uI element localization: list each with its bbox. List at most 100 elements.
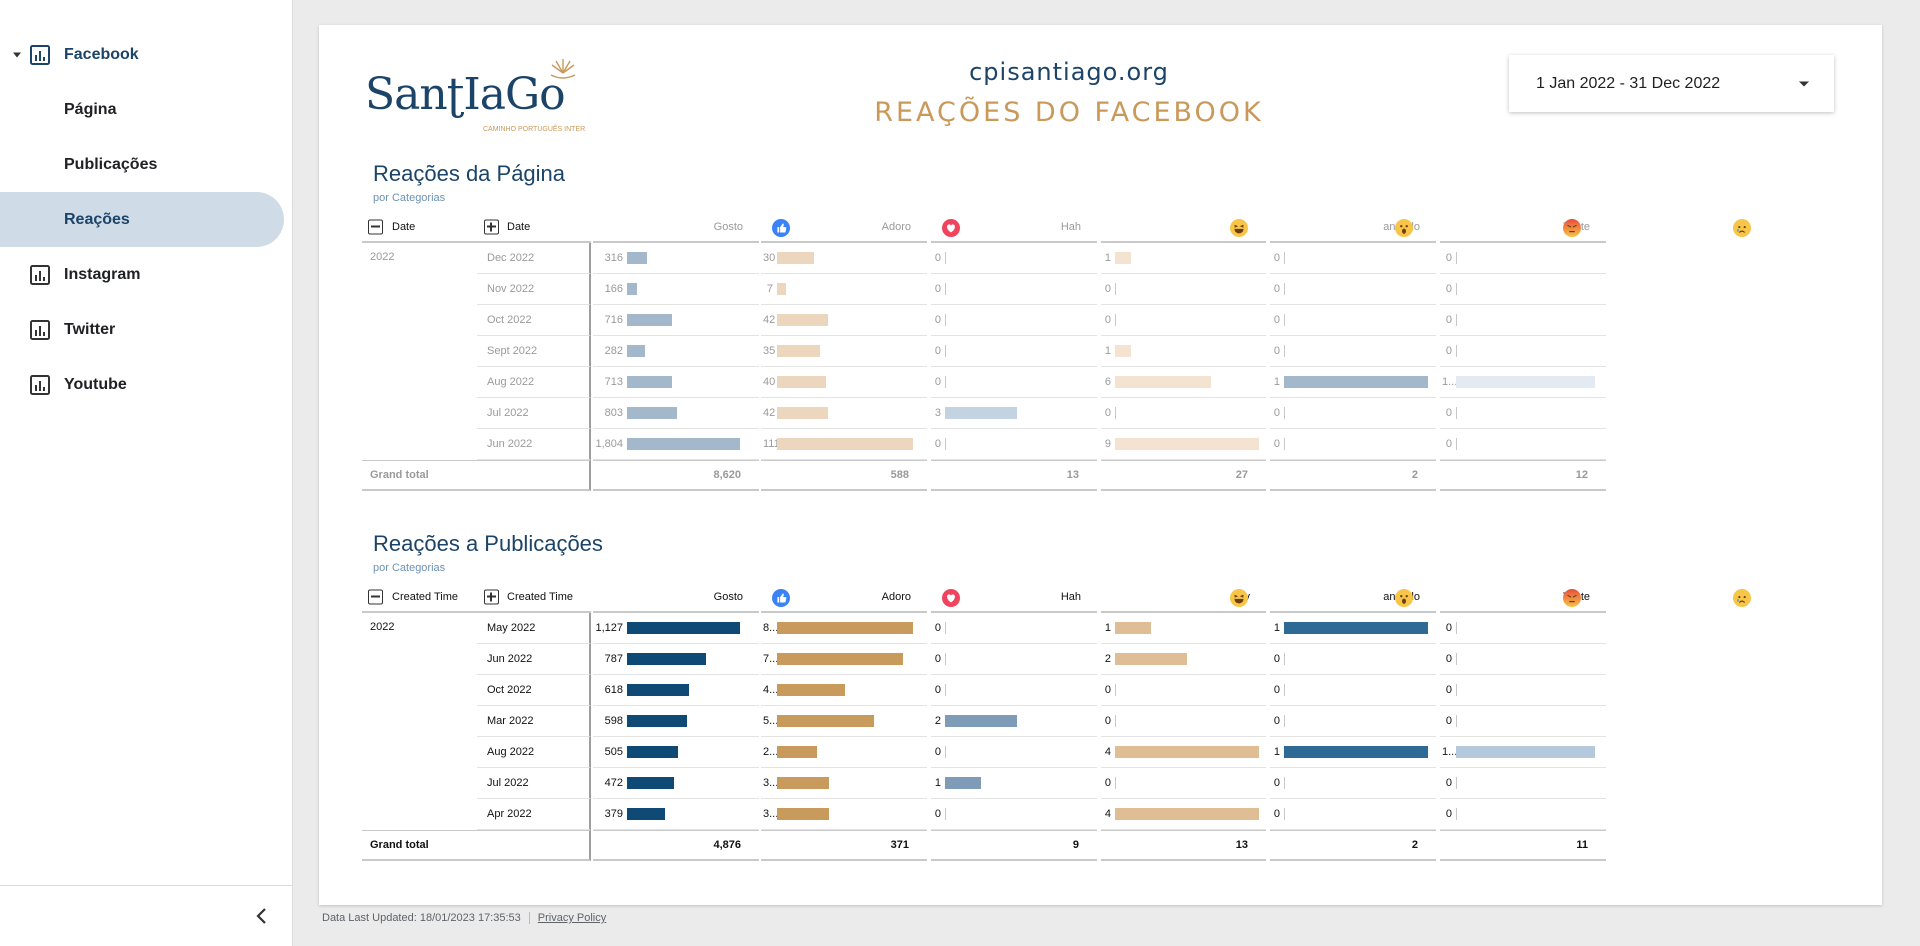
- sidebar-item-label: Facebook: [64, 45, 139, 63]
- value-bar: [777, 314, 829, 326]
- value-bar: [1456, 252, 1457, 264]
- value-cell: 0: [1101, 398, 1266, 429]
- value-bar: [1284, 777, 1285, 789]
- total-value: 12: [1575, 469, 1588, 481]
- collapse-minus-icon[interactable]: [368, 219, 383, 235]
- collapse-minus-icon[interactable]: [368, 589, 383, 605]
- chart-icon: [30, 319, 50, 340]
- table-row: Jul 2022 472 3... 1 0 0 0: [362, 768, 1839, 799]
- value-bar: [777, 376, 826, 388]
- value-number: 1...: [1442, 746, 1458, 758]
- value-number: 0: [1445, 808, 1452, 820]
- value-bar: [777, 777, 829, 789]
- expand-plus-icon[interactable]: [484, 589, 499, 605]
- value-cell: 0: [1270, 706, 1436, 737]
- total-value: 8,620: [713, 469, 741, 481]
- total-value: 11: [1576, 839, 1588, 851]
- table-row: Jun 2022 1,804 111 0 9 0 0: [362, 429, 1839, 460]
- column-header[interactable]: [1101, 213, 1266, 243]
- value-cell: 0: [1440, 243, 1606, 274]
- column-header[interactable]: Triste: [1440, 213, 1606, 243]
- sidebar-item-publicacoes[interactable]: Publicações: [0, 137, 290, 192]
- chevron-left-icon[interactable]: [250, 904, 274, 928]
- date-range-picker[interactable]: 1 Jan 2022 - 31 Dec 2022: [1509, 55, 1834, 112]
- value-bar: [1284, 808, 1285, 820]
- value-bar: [1456, 407, 1457, 419]
- value-number: 0: [1273, 438, 1280, 450]
- value-bar: [777, 252, 814, 264]
- value-number: 0: [1445, 283, 1452, 295]
- site-title: cpisantiago.org: [969, 58, 1169, 86]
- chart-icon: [30, 44, 50, 65]
- value-cell: 0: [1270, 336, 1436, 367]
- value-number: 0: [934, 252, 941, 264]
- value-number: 787: [604, 653, 623, 665]
- total-value: 27: [1235, 469, 1248, 481]
- value-number: 7: [766, 283, 773, 295]
- sidebar-item-instagram[interactable]: Instagram: [0, 247, 290, 302]
- value-number: 0: [934, 438, 941, 450]
- value-bar: [1456, 746, 1595, 758]
- sidebar-item-reacoes[interactable]: Reações: [0, 192, 284, 247]
- value-bar: [1115, 283, 1116, 295]
- last-updated-text: Data Last Updated: 18/01/2023 17:35:53: [322, 912, 521, 924]
- value-number: 282: [604, 345, 623, 357]
- value-number: 6: [1104, 376, 1111, 388]
- caret-down-icon[interactable]: [13, 52, 21, 57]
- column-header[interactable]: Adoro: [761, 583, 927, 613]
- value-number: 1: [1104, 345, 1111, 357]
- column-header[interactable]: Adoro: [761, 213, 927, 243]
- value-bar: [945, 407, 1017, 419]
- dropdown-arrow-icon[interactable]: [1799, 81, 1809, 86]
- value-number: 0: [934, 376, 941, 388]
- column-header[interactable]: Gosto: [593, 213, 759, 243]
- value-cell: 2: [931, 706, 1097, 737]
- month-label: Sept 2022: [487, 345, 538, 357]
- love-reaction-icon: [942, 219, 960, 237]
- like-reaction-icon: [772, 219, 790, 237]
- sidebar-item-pagina[interactable]: Página: [0, 82, 290, 137]
- sidebar-item-facebook[interactable]: Facebook: [0, 27, 290, 82]
- month-cell: Mar 2022: [477, 706, 591, 737]
- value-number: 598: [604, 715, 623, 727]
- month-cell: Dec 2022: [477, 243, 591, 274]
- value-number: 0: [1445, 345, 1452, 357]
- value-cell: 0: [931, 429, 1097, 460]
- column-header[interactable]: Hah: [931, 583, 1097, 613]
- total-cell: 9: [931, 830, 1097, 861]
- value-bar: [945, 684, 946, 696]
- value-cell: 787: [593, 644, 759, 675]
- privacy-policy-link[interactable]: Privacy Policy: [537, 912, 607, 924]
- value-cell: 0: [1440, 336, 1606, 367]
- value-cell: 166: [593, 274, 759, 305]
- value-number: 716: [604, 314, 623, 326]
- value-bar: [1115, 252, 1131, 264]
- sidebar-item-youtube[interactable]: Youtube: [0, 357, 290, 412]
- value-number: 0: [1445, 622, 1452, 634]
- report-title: REAÇÕES DO FACEBOOK: [874, 97, 1264, 128]
- value-bar: [1115, 376, 1211, 388]
- value-bar: [1456, 438, 1457, 450]
- grand-total-label: Grand total: [370, 839, 429, 851]
- total-cell: 27: [1101, 460, 1266, 491]
- sidebar-item-twitter[interactable]: Twitter: [0, 302, 290, 357]
- sad-reaction-icon: [1733, 219, 1751, 237]
- value-cell: 4: [1101, 799, 1266, 830]
- table-row: Aug 2022 505 2... 0 4 1 1...: [362, 737, 1839, 768]
- column-header[interactable]: Hah: [931, 213, 1097, 243]
- value-bar: [1115, 684, 1116, 696]
- total-value: 9: [1072, 839, 1079, 851]
- value-number: 3: [934, 407, 941, 419]
- grand-total-row: Grand total 4,876 371 9 13 2 11: [362, 830, 1839, 861]
- value-number: 0: [1104, 777, 1111, 789]
- row-header-label: Date: [507, 221, 531, 233]
- column-header[interactable]: Triste: [1440, 583, 1606, 613]
- value-bar: [945, 345, 946, 357]
- value-number: 4: [1104, 746, 1111, 758]
- value-cell: 0: [1440, 398, 1606, 429]
- value-cell: 3...: [761, 768, 927, 799]
- value-number: 0: [934, 283, 941, 295]
- column-header[interactable]: Gosto: [593, 583, 759, 613]
- expand-plus-icon[interactable]: [484, 219, 499, 235]
